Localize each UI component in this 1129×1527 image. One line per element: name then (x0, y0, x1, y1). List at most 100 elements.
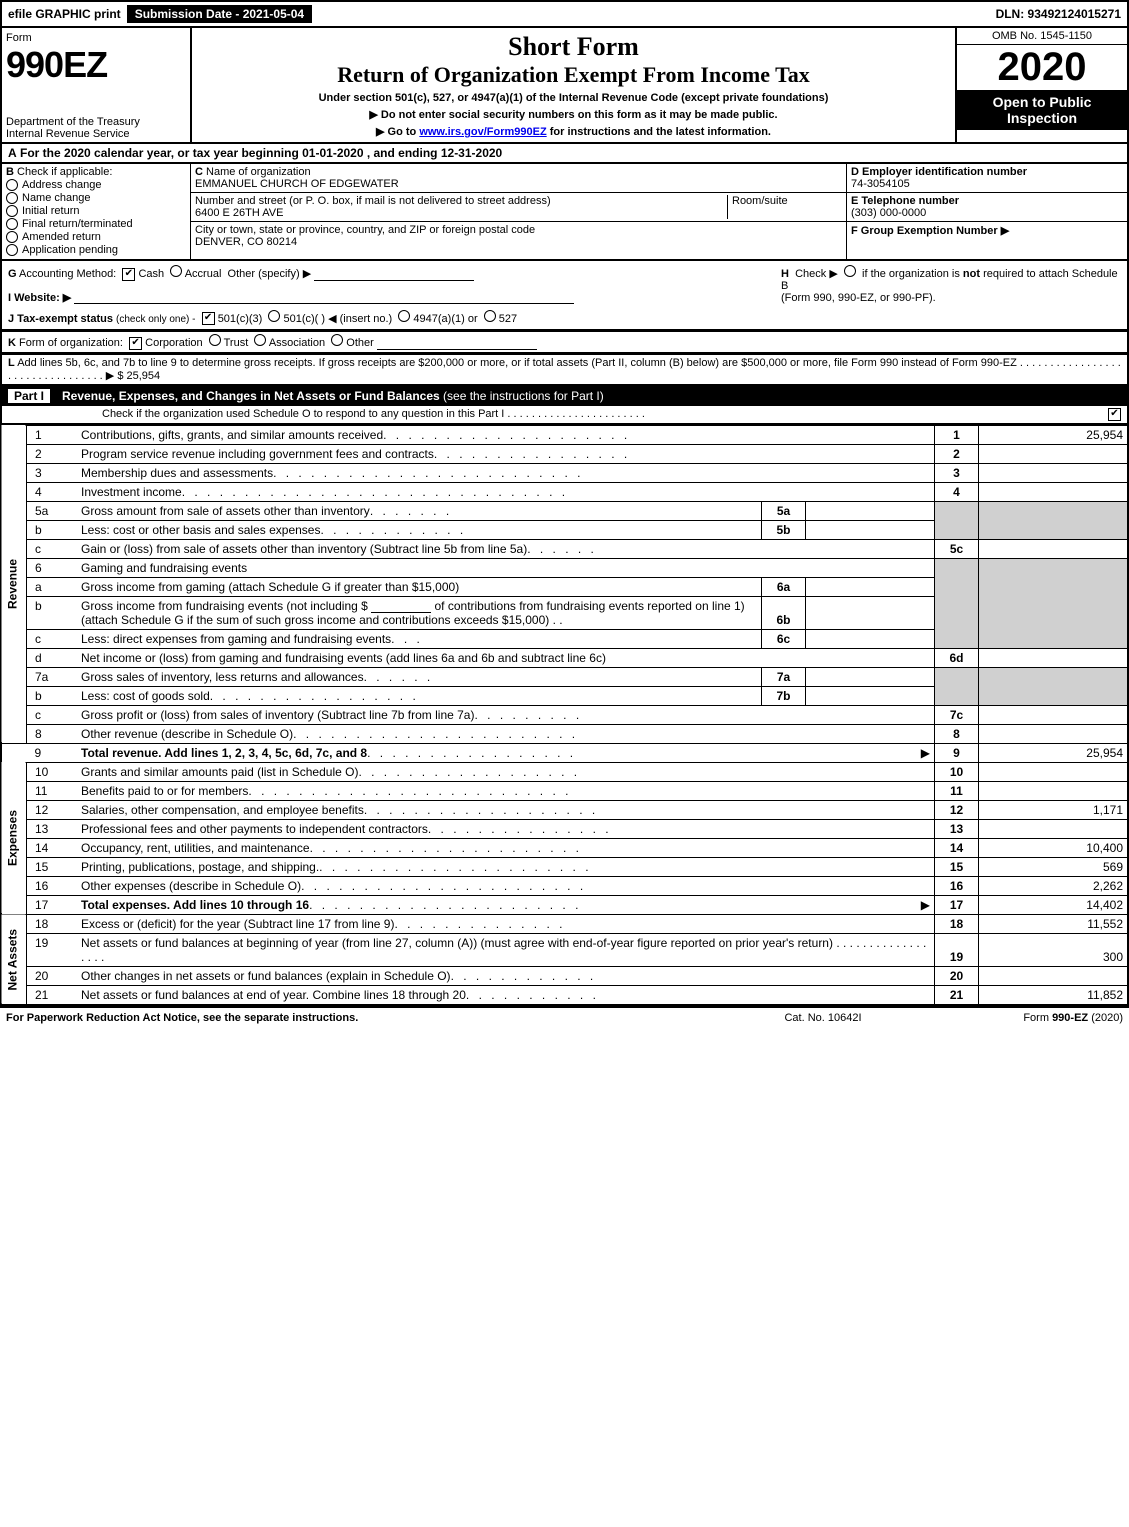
header-left: Form 990EZ Department of the Treasury In… (2, 28, 192, 142)
ln7a-num: 7a (27, 667, 78, 686)
row-g-h: G Accounting Method: Cash Accrual Other … (0, 261, 1129, 331)
lbl-assoc: Association (269, 337, 325, 349)
ln6b-samt (806, 596, 935, 629)
ln17-num: 17 (27, 895, 78, 914)
efile-label[interactable]: efile GRAPHIC print (2, 5, 129, 23)
check-501c3[interactable] (202, 312, 215, 325)
check-other-org[interactable] (331, 334, 343, 346)
ln19-rnum: 19 (935, 933, 979, 966)
ln5c-rnum: 5c (935, 539, 979, 558)
check-501c[interactable] (268, 310, 280, 322)
ln14-num: 14 (27, 838, 78, 857)
ln6a-sn: 6a (762, 577, 806, 596)
label-k: K (8, 337, 16, 349)
check-schedule-o[interactable] (1108, 408, 1121, 421)
lbl-amended: Amended return (22, 231, 101, 243)
ln12-amt: 1,171 (979, 800, 1129, 819)
ln17-amt: 14,402 (979, 895, 1129, 914)
ln3-amt (979, 463, 1129, 482)
ln6d-num: d (27, 648, 78, 667)
ln21-num: 21 (27, 985, 78, 1005)
ln6c-samt (806, 629, 935, 648)
goto-link-line: ▶ Go to www.irs.gov/Form990EZ for instru… (196, 125, 951, 138)
ln11-amt (979, 781, 1129, 800)
g-text: Accounting Method: (19, 268, 116, 280)
ln6a-samt (806, 577, 935, 596)
ln6-shade-rnum (935, 558, 979, 648)
check-accrual[interactable] (170, 265, 182, 277)
footer-right: Form 990-EZ (2020) (923, 1012, 1123, 1024)
room-suite: Room/suite (727, 195, 842, 219)
check-4947[interactable] (398, 310, 410, 322)
ln6c-desc: Less: direct expenses from gaming and fu… (77, 629, 762, 648)
irs-link[interactable]: www.irs.gov/Form990EZ (419, 126, 546, 138)
section-expenses: Expenses (1, 762, 27, 914)
ln10-desc: Grants and similar amounts paid (list in… (77, 762, 935, 781)
check-app-pending[interactable] (6, 244, 18, 256)
website-blank[interactable] (74, 291, 574, 304)
check-527[interactable] (484, 310, 496, 322)
part1-title: Revenue, Expenses, and Changes in Net As… (62, 389, 1121, 403)
row-l: L Add lines 5b, 6c, and 7b to line 9 to … (0, 354, 1129, 386)
label-c: C (195, 166, 203, 178)
goto-pre: ▶ Go to (376, 126, 419, 138)
check-assoc[interactable] (254, 334, 266, 346)
ln19-num: 19 (27, 933, 78, 966)
ln1-num: 1 (27, 425, 78, 444)
ln7c-rnum: 7c (935, 705, 979, 724)
check-amended[interactable] (6, 231, 18, 243)
check-final-return[interactable] (6, 218, 18, 230)
ln1-rnum: 1 (935, 425, 979, 444)
ln7ab-shade-rnum (935, 667, 979, 705)
part1-title-paren: (see the instructions for Part I) (443, 389, 604, 403)
ln7b-sn: 7b (762, 686, 806, 705)
ln3-rnum: 3 (935, 463, 979, 482)
ln6b-sn: 6b (762, 596, 806, 629)
check-address-change[interactable] (6, 179, 18, 191)
ln18-num: 18 (27, 914, 78, 933)
tax-period-row: A For the 2020 calendar year, or tax yea… (0, 144, 1129, 164)
lbl-name-change: Name change (22, 192, 91, 204)
ln9-desc: Total revenue. Add lines 1, 2, 3, 4, 5c,… (77, 743, 935, 762)
h-check-arrow: Check ▶ (795, 268, 838, 280)
other-method-blank[interactable] (314, 268, 474, 281)
ln14-amt: 10,400 (979, 838, 1129, 857)
phone-value: (303) 000-0000 (851, 207, 926, 219)
ln13-amt (979, 819, 1129, 838)
ln13-num: 13 (27, 819, 78, 838)
ln13-desc: Professional fees and other payments to … (77, 819, 935, 838)
section-c: C Name of organization EMMANUEL CHURCH O… (191, 164, 846, 259)
check-cash[interactable] (122, 268, 135, 281)
ln6b-blank[interactable] (371, 600, 431, 613)
ln16-num: 16 (27, 876, 78, 895)
check-h[interactable] (844, 265, 856, 277)
ln11-num: 11 (27, 781, 78, 800)
lbl-other-org: Other (346, 337, 374, 349)
lbl-corp: Corporation (145, 337, 202, 349)
ln18-amt: 11,552 (979, 914, 1129, 933)
ln7c-desc: Gross profit or (loss) from sales of inv… (77, 705, 935, 724)
check-corp[interactable] (129, 337, 142, 350)
ln4-num: 4 (27, 482, 78, 501)
city-value: DENVER, CO 80214 (195, 236, 297, 248)
check-name-change[interactable] (6, 192, 18, 204)
l-amt-prefix: ▶ $ (106, 370, 124, 382)
form-number: 990EZ (6, 44, 186, 86)
ln6-desc: Gaming and fundraising events (77, 558, 935, 577)
ln6-shade-ramt (979, 558, 1129, 648)
section-h: H Check ▶ if the organization is not req… (781, 265, 1121, 325)
lbl-501c: 501(c)( ) ◀ (insert no.) (284, 313, 393, 325)
ln10-num: 10 (27, 762, 78, 781)
ln5b-desc: Less: cost or other basis and sales expe… (77, 520, 762, 539)
ln14-rnum: 14 (935, 838, 979, 857)
check-initial-return[interactable] (6, 205, 18, 217)
ln10-rnum: 10 (935, 762, 979, 781)
check-trust[interactable] (209, 334, 221, 346)
ln6c-sn: 6c (762, 629, 806, 648)
other-org-blank[interactable] (377, 337, 537, 350)
goto-post: for instructions and the latest informat… (547, 126, 771, 138)
part1-header: Part I Revenue, Expenses, and Changes in… (2, 386, 1127, 406)
ln7b-desc: Less: cost of goods sold . . . . . . . .… (77, 686, 762, 705)
lbl-cash: Cash (138, 268, 164, 280)
h-text3: (Form 990, 990-EZ, or 990-PF). (781, 292, 936, 304)
